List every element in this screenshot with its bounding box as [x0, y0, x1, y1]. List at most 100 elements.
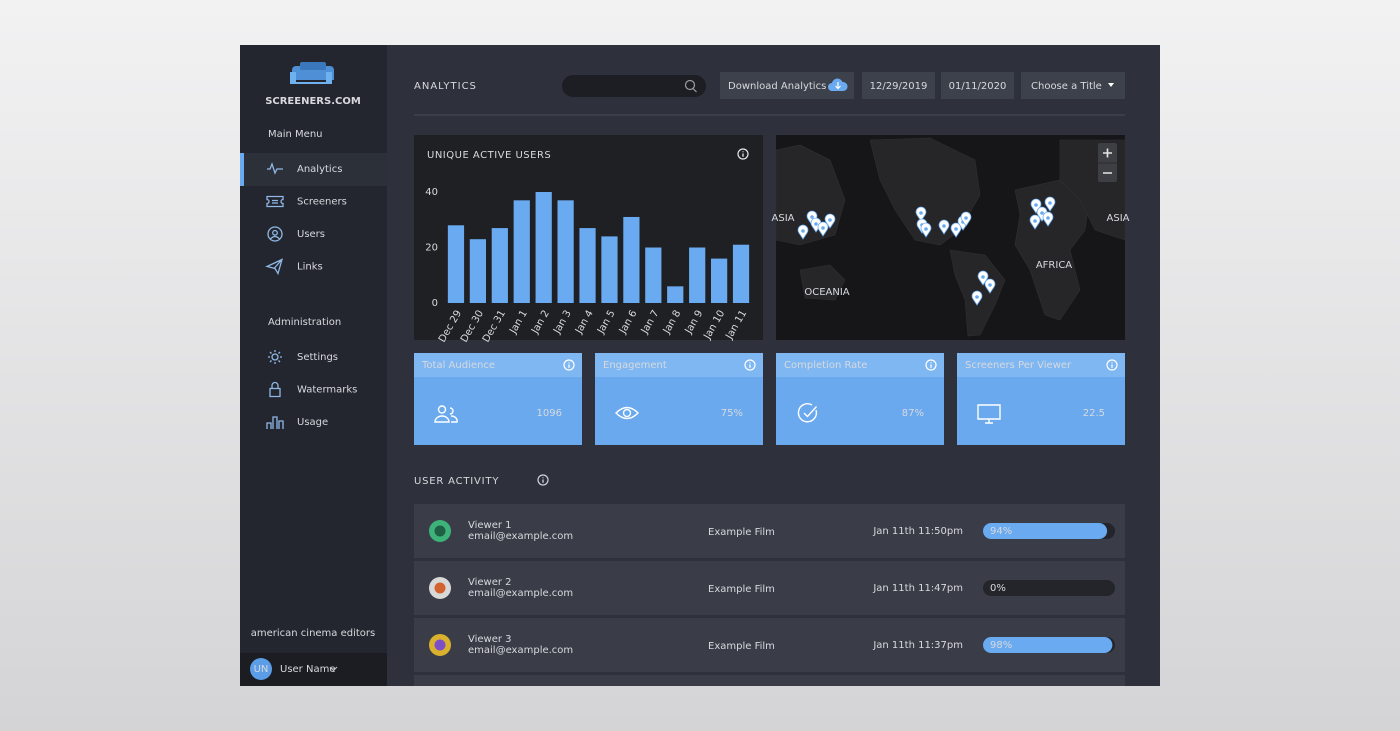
view-time: Jan 11th 11:50pm: [872, 526, 963, 537]
menu-icon: [266, 195, 284, 208]
bar: [689, 247, 706, 303]
page-title: ANALYTICS: [414, 81, 477, 92]
end-date[interactable]: 01/11/2020: [941, 72, 1014, 99]
bar: [710, 258, 728, 303]
search-icon: [684, 79, 696, 91]
pin-dot: [975, 295, 979, 299]
info-ring: [1106, 359, 1118, 371]
stat-label: Completion Rate: [784, 360, 867, 371]
menu-item[interactable]: Usage: [266, 416, 328, 429]
map-pin[interactable]: [817, 221, 829, 237]
bar: [469, 239, 487, 303]
view-time: Jan 11th 11:47pm: [872, 583, 963, 594]
map-pin[interactable]: [797, 224, 809, 240]
info-icon[interactable]: [925, 359, 937, 371]
map-pin[interactable]: [950, 222, 962, 238]
menu-label: Links: [297, 262, 323, 273]
progress-track: [983, 580, 1115, 596]
info-ring: [737, 148, 749, 160]
search-field: [562, 75, 706, 97]
map-pin[interactable]: [938, 219, 950, 235]
pin-dot: [801, 229, 805, 233]
bar: [732, 244, 750, 303]
map-pin[interactable]: [824, 213, 836, 229]
menu-icon: [266, 416, 284, 429]
progress-label: 98%: [990, 640, 1012, 651]
viewer-avatar-inner: [434, 639, 446, 651]
search-handle: [692, 88, 697, 93]
map-pin[interactable]: [920, 222, 932, 238]
brand: SCREENERS.COM: [265, 96, 361, 107]
section-title: USER ACTIVITY: [414, 476, 499, 487]
menu-item[interactable]: Screeners: [266, 195, 347, 208]
stat-value: 75%: [721, 408, 743, 419]
pin-dot: [988, 283, 992, 287]
bar: [645, 247, 662, 303]
map-pin[interactable]: [1044, 196, 1056, 212]
info-icon[interactable]: [537, 474, 549, 486]
download-button[interactable]: Download Analytics: [720, 72, 854, 99]
viewer-avatar-inner: [434, 525, 446, 537]
menu-icon: [269, 381, 281, 398]
menu-item[interactable]: Analytics: [240, 153, 387, 186]
info-icon[interactable]: [1106, 359, 1118, 371]
map-pin[interactable]: [984, 278, 996, 294]
map-pin[interactable]: [971, 290, 983, 306]
menu-heading: Main Menu: [268, 129, 323, 140]
map-pin[interactable]: [960, 211, 972, 227]
pin-dot: [942, 224, 946, 228]
stat-value: 1096: [537, 408, 562, 419]
y-tick-label: 0: [432, 298, 438, 309]
bar: [513, 200, 530, 303]
menu-item[interactable]: Users: [267, 226, 325, 242]
pin-dot: [954, 227, 958, 231]
map-pin[interactable]: [915, 206, 927, 222]
map-pin[interactable]: [806, 210, 818, 226]
start-date[interactable]: 12/29/2019: [862, 72, 935, 99]
zoom-control[interactable]: [1098, 143, 1117, 182]
info-ring: [563, 359, 575, 371]
y-tick-label: 20: [425, 243, 438, 254]
menu-item[interactable]: Settings: [268, 350, 338, 364]
info-ring: [537, 474, 549, 486]
menu-item[interactable]: Links: [265, 258, 323, 276]
button-bg: [941, 72, 1014, 99]
view-time: Jan 11th 11:37pm: [872, 640, 963, 651]
stat-label: Total Audience: [421, 360, 495, 371]
film-title: Example Film: [708, 584, 775, 595]
map-label: AFRICA: [1036, 260, 1072, 271]
progress-label: 94%: [990, 526, 1012, 537]
pin-dot: [924, 227, 928, 231]
info-icon[interactable]: [744, 359, 756, 371]
user-menu[interactable]: UN User Name: [250, 658, 338, 680]
progress-fill: [983, 637, 1113, 653]
pin-dot: [981, 275, 985, 279]
download-arrow: [835, 82, 841, 90]
active-indicator: [240, 153, 244, 186]
title-select[interactable]: Choose a Title: [1021, 72, 1125, 99]
pin-dot: [828, 218, 832, 222]
viewer-email: email@example.com: [468, 645, 573, 656]
map-pin[interactable]: [1029, 214, 1041, 230]
menu-label: Settings: [297, 352, 338, 363]
user-name: User Name: [280, 664, 335, 675]
map-pin[interactable]: [1030, 198, 1042, 214]
map-label: ASIA: [1107, 213, 1130, 224]
bar: [557, 200, 574, 303]
menu-icon: [268, 350, 282, 364]
button-bg: [1021, 72, 1125, 99]
search-box[interactable]: [562, 75, 706, 97]
menu-icon: [265, 258, 284, 276]
map-pin[interactable]: [1042, 211, 1054, 227]
map-pin[interactable]: [977, 270, 989, 286]
bar: [535, 192, 552, 303]
bar: [491, 228, 508, 303]
menu-item[interactable]: Watermarks: [269, 381, 357, 398]
info-icon[interactable]: [563, 359, 575, 371]
pin-dot: [1034, 203, 1038, 207]
info-icon[interactable]: [737, 148, 749, 160]
